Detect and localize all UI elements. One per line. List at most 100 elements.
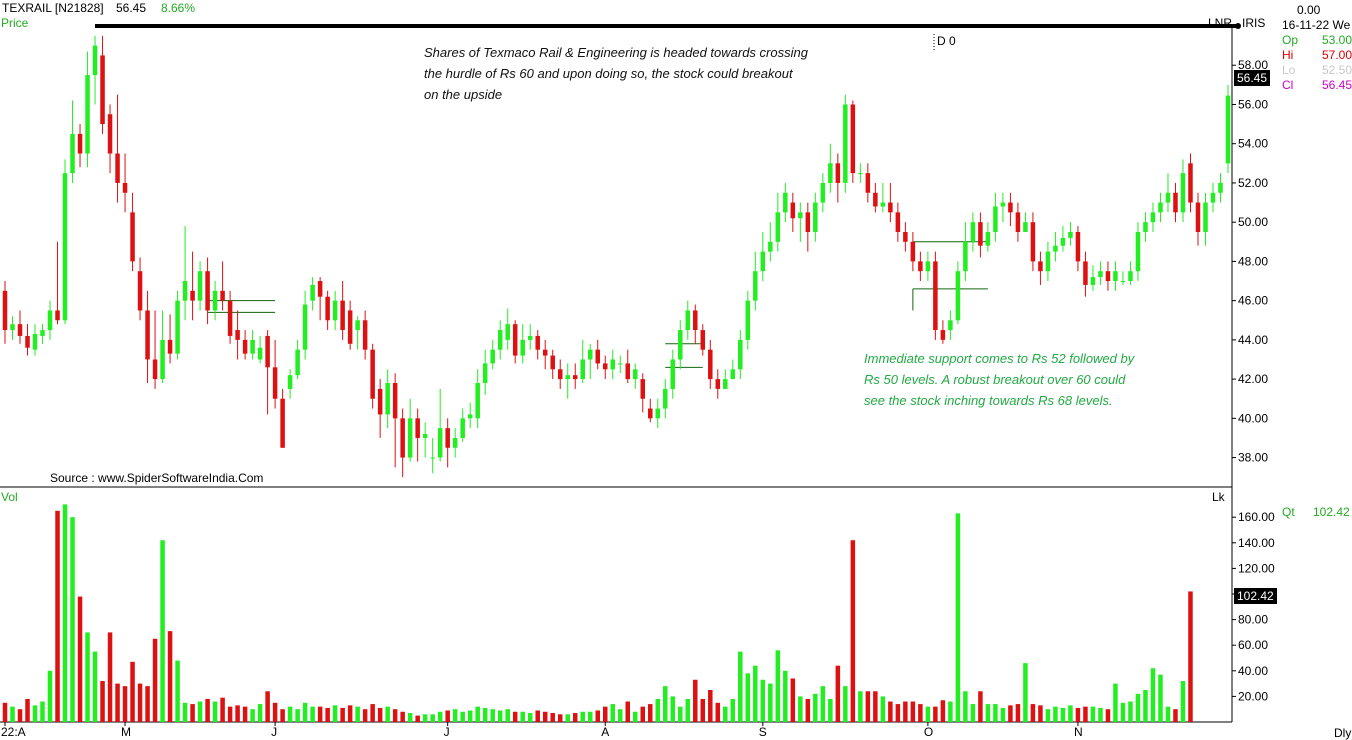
candle-body — [1083, 261, 1088, 285]
volume-bar — [1000, 707, 1006, 722]
volume-bar — [1023, 663, 1028, 722]
candle-body — [497, 330, 503, 350]
change-percent: 8.66% — [161, 1, 196, 15]
volume-bar — [92, 651, 98, 722]
volume-bar — [708, 690, 713, 722]
volume-bar — [738, 651, 743, 722]
volume-bar — [610, 704, 615, 722]
volume-bar — [497, 710, 503, 722]
volume-bar — [400, 711, 405, 722]
candle-body — [783, 192, 788, 213]
ohlc-value: 53.00 — [1321, 33, 1352, 47]
volume-bar — [452, 709, 458, 722]
candle-body — [62, 173, 68, 321]
volume-bar — [723, 706, 728, 722]
support-annotation-line: see the stock inching towards Rs 68 leve… — [864, 393, 1113, 408]
candle-body — [77, 133, 83, 154]
candle-body — [1045, 251, 1051, 272]
candle-body — [212, 290, 218, 311]
volume-tick-label: 80.00 — [1238, 613, 1268, 627]
side-date: 16-11-22 We — [1282, 18, 1351, 32]
volume-bar — [715, 702, 721, 722]
candle-body — [723, 379, 728, 389]
volume-bar — [820, 686, 826, 722]
volume-bar — [790, 678, 796, 722]
volume-bar — [873, 691, 878, 722]
candle-body — [745, 300, 751, 340]
candle-body — [978, 222, 983, 246]
candle-body — [227, 300, 233, 336]
volume-tick-label: 40.00 — [1238, 664, 1268, 678]
volume-bar — [783, 670, 788, 722]
volume-bar — [948, 701, 953, 722]
candle-body — [25, 335, 30, 348]
volume-tick-label: 140.00 — [1238, 536, 1275, 550]
candle-body — [310, 284, 315, 301]
volume-bar — [693, 679, 698, 722]
candle-body — [47, 310, 53, 331]
candle-body — [415, 418, 420, 438]
volume-bar — [355, 706, 360, 722]
side-value-top: 0.00 — [1297, 3, 1321, 17]
candle-body — [130, 212, 135, 262]
candle-body — [325, 296, 330, 321]
month-label: J — [271, 725, 277, 739]
volume-bar — [47, 670, 53, 722]
volume-bar — [1045, 709, 1051, 722]
candle-body — [250, 339, 255, 354]
candle-body — [1210, 192, 1216, 203]
candle-body — [332, 300, 338, 321]
candle-body — [798, 212, 803, 219]
candle-body — [1218, 182, 1223, 193]
volume-bar — [1075, 707, 1081, 722]
volume-bar — [1113, 683, 1118, 722]
volume-bar — [122, 686, 128, 722]
volume-bar — [663, 686, 668, 722]
candle-body — [1090, 277, 1096, 285]
candle-body — [1225, 95, 1231, 164]
volume-bar — [482, 707, 488, 722]
candle-body — [422, 434, 428, 438]
month-label: S — [759, 725, 767, 739]
volume-bar — [963, 691, 968, 722]
candle-body — [1008, 202, 1013, 213]
price-tick-label: 44.00 — [1238, 333, 1268, 347]
volume-bar — [137, 683, 143, 722]
candle-body — [760, 251, 766, 272]
volume-bar — [595, 710, 600, 722]
volume-bar — [407, 713, 413, 722]
candle-body — [452, 437, 458, 448]
candle-body — [587, 349, 593, 360]
price-tick-label: 38.00 — [1238, 451, 1268, 465]
candle-body — [1053, 245, 1058, 252]
candle-body — [145, 310, 150, 360]
candle-body — [1195, 202, 1201, 232]
volume-bar — [100, 681, 105, 722]
candle-body — [955, 271, 961, 321]
volume-bar — [115, 683, 120, 722]
candle-body — [152, 359, 158, 380]
volume-bar — [918, 704, 923, 722]
candle-body — [197, 271, 203, 301]
candle-body — [400, 418, 405, 458]
candle-body — [430, 457, 435, 459]
volume-bar — [910, 701, 916, 722]
volume-bar — [85, 632, 90, 722]
candle-body — [557, 369, 563, 380]
candle-body — [280, 398, 285, 448]
volume-bar — [62, 504, 68, 722]
volume-bar — [753, 665, 758, 722]
last-volume-tag: 102.42 — [1234, 588, 1277, 604]
volume-bar — [235, 705, 240, 722]
candle-body — [377, 388, 383, 415]
candle-body — [738, 339, 743, 370]
volume-bar — [1083, 706, 1088, 722]
candle-body — [1060, 237, 1066, 246]
ohlc-key: Op — [1282, 33, 1299, 47]
source-credit: Source : www.SpiderSoftwareIndia.Com — [50, 471, 264, 485]
volume-bar — [77, 596, 83, 722]
volume-bar — [272, 702, 278, 722]
candle-body — [708, 349, 713, 380]
month-label: M — [121, 725, 131, 739]
volume-bar — [798, 696, 803, 722]
